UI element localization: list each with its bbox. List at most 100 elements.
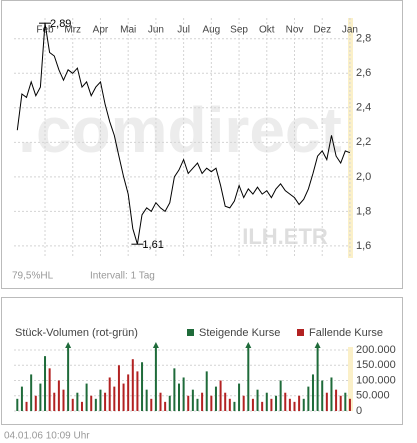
volume-bar (196, 398, 199, 411)
x-tick-label: Mai (120, 25, 136, 36)
range-note: 79,5%HL (12, 271, 54, 282)
volume-bar (30, 374, 33, 411)
legend-label: Steigende Kurse (199, 327, 280, 339)
volume-bar (168, 395, 171, 411)
volume-bar (265, 392, 268, 411)
x-tick-label: Aug (202, 25, 220, 36)
volume-bar (224, 392, 227, 411)
price-panel (1, 0, 403, 289)
volume-bar (122, 383, 125, 411)
y-tick-label: 100.000 (356, 374, 396, 386)
volume-bar (307, 386, 310, 411)
y-tick-label: 2,4 (356, 102, 371, 114)
y-tick-label: 2,8 (356, 33, 371, 45)
footer: 04.01.06 10:09 Uhr (4, 431, 90, 442)
legend-swatch (187, 329, 194, 336)
volume-title: Stück-Volumen (rot-grün) (15, 327, 138, 339)
volume-bar (76, 392, 79, 411)
volume-bar (117, 365, 120, 411)
volume-bar (145, 389, 148, 411)
volume-bar (136, 371, 139, 411)
volume-bar (71, 398, 74, 411)
volume-bar (284, 392, 287, 411)
x-tick-label: Apr (93, 25, 109, 36)
y-tick-label: 200.000 (356, 344, 396, 356)
x-tick-label: Jul (177, 25, 190, 36)
volume-bar (141, 362, 144, 411)
volume-bar (293, 401, 296, 411)
value-label: 1,61 (142, 239, 163, 251)
volume-bar (85, 383, 88, 411)
volume-bar (39, 383, 42, 411)
volume-bar (311, 374, 314, 411)
volume-bar (25, 401, 28, 411)
volume-bar (205, 371, 208, 411)
volume-bar (191, 389, 194, 411)
volume-bar (321, 380, 324, 411)
volume-bar (219, 380, 222, 411)
y-tick-label: 1,8 (356, 205, 371, 217)
y-tick-label: 2,6 (356, 67, 371, 79)
volume-bar (247, 347, 250, 411)
volume-bar (302, 398, 305, 411)
volume-bar (238, 383, 241, 411)
interval: Intervall: 1 Tag (90, 271, 155, 282)
volume-bar (348, 398, 351, 411)
volume-bar (316, 347, 319, 411)
volume-bar (182, 377, 185, 411)
volume-bar (150, 398, 153, 411)
volume-bar (210, 395, 213, 411)
volume-bar (67, 347, 70, 411)
x-tick-label: Dez (313, 25, 331, 36)
volume-bar (298, 395, 301, 411)
value-label: 2,89 (50, 18, 71, 30)
y-tick-label: 150.000 (356, 359, 396, 371)
volume-bar (80, 401, 83, 411)
x-tick-label: Feb (36, 25, 54, 36)
volume-bar (53, 392, 56, 411)
y-tick-label: 2,0 (356, 171, 371, 183)
volume-bar (275, 395, 278, 411)
x-tick-label: Sep (230, 25, 248, 36)
volume-bar (214, 386, 217, 411)
x-tick-label: Nov (286, 25, 304, 36)
x-tick-label: Okt (259, 25, 275, 36)
volume-bar (178, 383, 180, 411)
volume-bar (108, 377, 111, 411)
volume-bar (261, 401, 264, 411)
volume-bar (90, 395, 93, 411)
volume-bar (242, 395, 245, 411)
price-line (16, 23, 351, 245)
price-axis-band (348, 18, 353, 258)
volume-bar (94, 398, 97, 411)
volume-bar (270, 398, 273, 411)
volume-bar (104, 392, 107, 411)
volume-bar (251, 398, 254, 411)
x-tick-label: Jun (148, 25, 164, 36)
volume-bar (159, 392, 162, 411)
volume-axis-band (348, 347, 353, 411)
symbol: ILH.ETR (242, 224, 328, 249)
volume-bar (344, 392, 347, 411)
volume-bar (233, 401, 236, 411)
volume-bar (57, 380, 60, 411)
volume-bar (173, 368, 176, 411)
volume-bar (48, 368, 51, 411)
volume-bar (113, 386, 116, 411)
legend-label: Fallende Kurse (309, 327, 383, 339)
volume-bar (34, 395, 37, 411)
volume-bar (20, 386, 23, 411)
volume-bar (187, 395, 190, 411)
volume-bar (330, 377, 333, 411)
volume-bar (62, 389, 65, 411)
volume-bar (99, 389, 102, 411)
volume-bar (335, 389, 338, 411)
overflow-arrow (152, 342, 159, 348)
overflow-arrow (314, 342, 321, 348)
volume-bar (201, 392, 204, 411)
y-tick-label: 50.000 (356, 390, 390, 402)
x-tick-label: Jan (342, 25, 358, 36)
volume-bar (16, 398, 19, 411)
volume-bar (339, 395, 342, 411)
